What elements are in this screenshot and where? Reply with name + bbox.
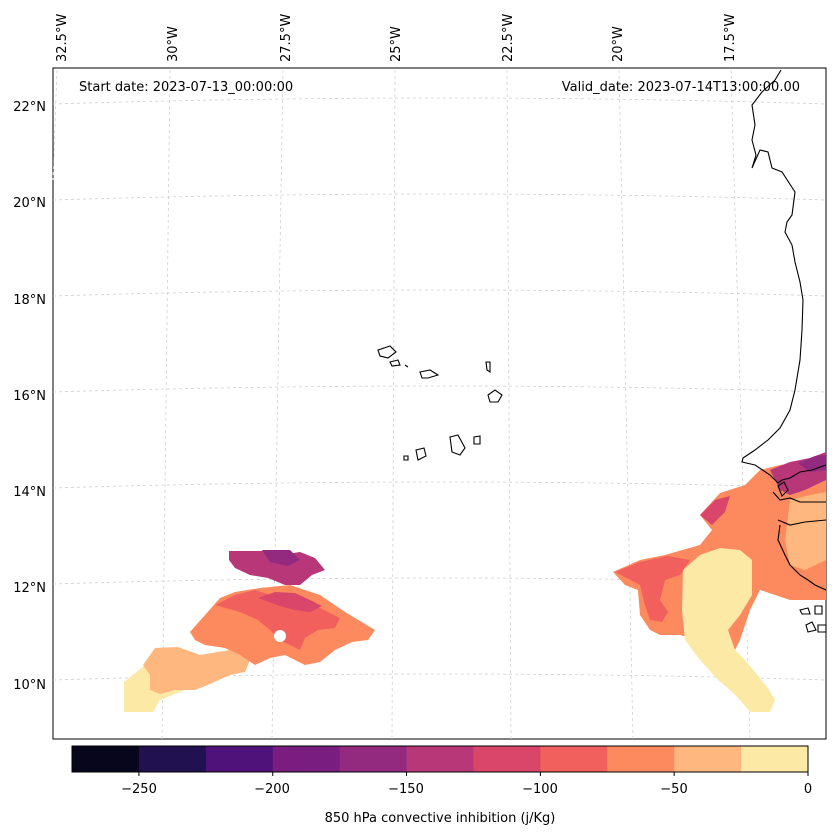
- lon-label: 25°W: [389, 26, 404, 62]
- lon-label: 27.5°W: [279, 14, 294, 62]
- colorbar-swatch: [205, 746, 274, 772]
- colorbar: −250 −200 −150 −100 −50 0 850 hPa convec…: [71, 745, 812, 826]
- island-5: [485, 361, 491, 374]
- lat-label: 14°N: [13, 485, 46, 500]
- colorbar-frame: [71, 745, 809, 773]
- colorbar-swatch: [406, 746, 474, 772]
- bijagos-1: [799, 607, 811, 615]
- cin-region-west-level-125: [229, 551, 325, 585]
- africa-coast: [741, 69, 827, 484]
- cin-region-east-level-0: [682, 548, 775, 712]
- lon-label: 30°W: [166, 26, 181, 62]
- cin-region-east-level-75: [615, 556, 690, 622]
- island-2: [389, 359, 401, 367]
- bijagos-2: [814, 605, 823, 615]
- lon-label: 17.5°W: [723, 14, 738, 62]
- coastline: [377, 69, 827, 633]
- island-10: [403, 455, 409, 461]
- bijagos-3: [805, 621, 817, 633]
- lat-label: 16°N: [13, 389, 46, 404]
- cin-region-west-level-150: [262, 550, 300, 566]
- lat-label: 18°N: [13, 293, 46, 308]
- colorbar-swatch: [674, 746, 742, 772]
- cin-field-west: [124, 550, 375, 712]
- island-8: [449, 434, 466, 456]
- lat-label: 12°N: [13, 581, 46, 596]
- lat-label: 22°N: [13, 100, 46, 115]
- colorbar-tick-label: −50: [660, 782, 687, 797]
- colorbar-ticks: [138, 772, 809, 776]
- guinea-bissau-border: [777, 519, 827, 526]
- colorbar-swatch: [473, 746, 541, 772]
- cin-region-west-level-100: [258, 592, 322, 612]
- colorbar-swatch: [607, 746, 675, 772]
- island-1: [377, 345, 397, 359]
- colorbar-swatch: [540, 746, 608, 772]
- valid-date-label: Valid_date: 2023-07-14T13:00:00.00: [562, 80, 800, 95]
- colorbar-swatches: [72, 746, 809, 772]
- island-7: [415, 447, 427, 461]
- colorbar-tick-label: −150: [388, 782, 424, 797]
- longitude-labels: 32.5°W 30°W 27.5°W 25°W 22.5°W 20°W 17.5…: [55, 14, 738, 62]
- cin-region-east-level-100: [700, 496, 730, 525]
- colorbar-tick-label: −100: [522, 782, 558, 797]
- cape-verde-west: [777, 481, 789, 497]
- cin-hole-west: [274, 630, 286, 642]
- lat-label: 10°N: [13, 678, 46, 693]
- start-date-label: Start date: 2023-07-13_00:00:00: [79, 80, 293, 95]
- island-6: [487, 389, 503, 403]
- lon-label: 32.5°W: [55, 14, 70, 62]
- colorbar-swatch: [272, 746, 341, 772]
- colorbar-swatch: [741, 746, 809, 772]
- island-4: [419, 369, 440, 379]
- island-3: [404, 364, 409, 368]
- cin-field-east: [613, 452, 826, 712]
- colorbar-tick-label: −250: [121, 782, 157, 797]
- gambia-border: [772, 491, 826, 503]
- map-panel: Start date: 2023-07-13_00:00:00 Valid_da…: [52, 67, 827, 740]
- guinea-coast: [777, 524, 827, 591]
- island-9: [473, 435, 481, 445]
- colorbar-swatch: [339, 746, 408, 772]
- cin-region-west-level-25: [143, 647, 250, 694]
- colorbar-tick-label: 0: [804, 782, 812, 797]
- bijagos-4: [817, 624, 827, 633]
- colorbar-label: 850 hPa convective inhibition (j/Kg): [325, 811, 556, 826]
- colorbar-swatch: [72, 746, 140, 772]
- lon-label: 20°W: [611, 26, 626, 62]
- lat-label: 20°N: [13, 196, 46, 211]
- colorbar-tick-label: −200: [254, 782, 290, 797]
- colorbar-swatch: [138, 746, 207, 772]
- cin-region-east-level-25: [785, 492, 826, 570]
- latitude-labels: 22°N 20°N 18°N 16°N 14°N 12°N 10°N: [13, 100, 46, 693]
- lon-label: 22.5°W: [501, 14, 516, 62]
